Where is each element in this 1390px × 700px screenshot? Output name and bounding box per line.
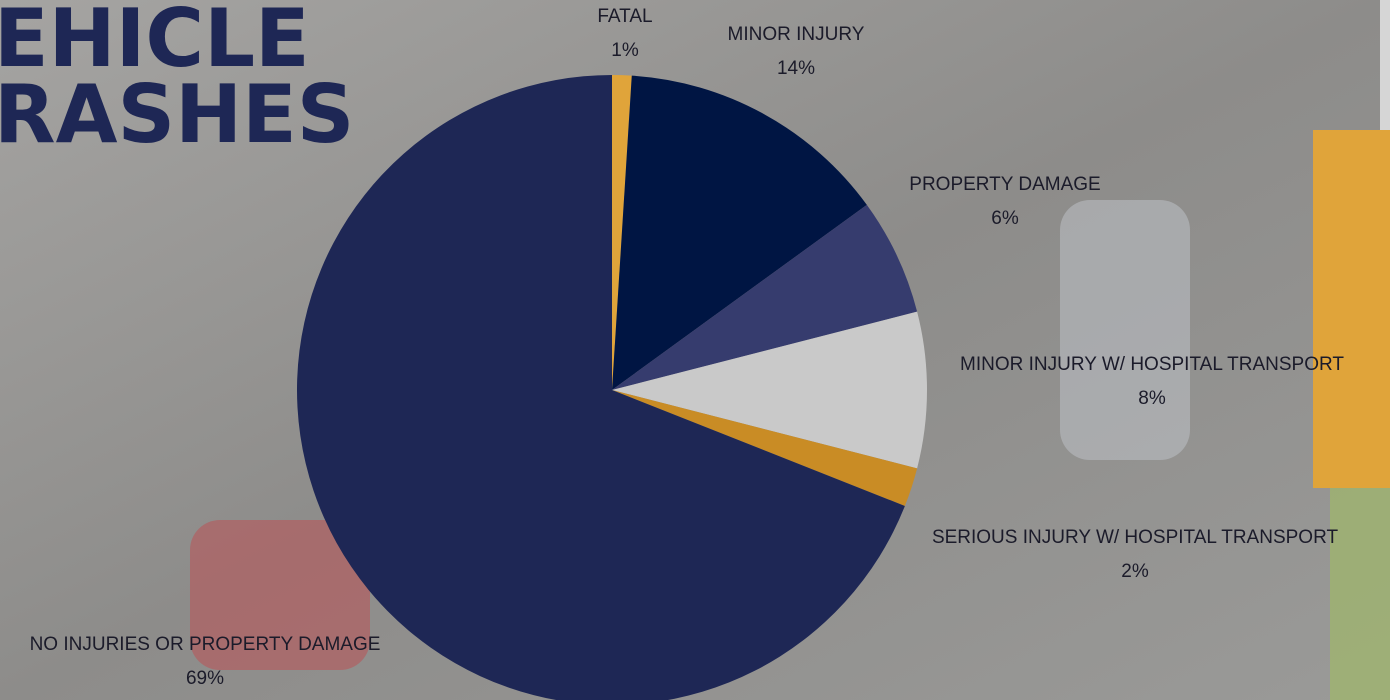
slice-label: MINOR INJURY W/ HOSPITAL TRANSPORT — [960, 354, 1344, 375]
background-foliage — [1330, 480, 1390, 700]
slice-value-label: 1% — [611, 40, 639, 61]
slice-value-label: 69% — [186, 668, 224, 689]
slice-label: NO INJURIES OR PROPERTY DAMAGE — [30, 634, 381, 655]
slice-label: PROPERTY DAMAGE — [909, 174, 1100, 195]
slice-label: MINOR INJURY — [728, 24, 865, 45]
slice-value-label: 2% — [1121, 561, 1149, 582]
accent-bar — [1313, 130, 1390, 488]
pie-slice — [612, 75, 632, 390]
slice-label: SERIOUS INJURY W/ HOSPITAL TRANSPORT — [932, 527, 1339, 548]
slice-value-label: 8% — [1138, 388, 1166, 409]
pie-slice — [297, 75, 905, 700]
background-car — [1060, 200, 1190, 460]
title-line: RASHES — [0, 68, 354, 161]
pie-slice — [612, 75, 867, 390]
pie — [297, 75, 928, 700]
pie-slice — [612, 390, 918, 506]
slice-label: FATAL — [597, 6, 652, 27]
pie-slice — [612, 311, 928, 469]
title-line: EHICLE — [0, 0, 310, 85]
slice-value-label: 6% — [991, 208, 1019, 229]
pie-slice — [612, 204, 918, 390]
labels: FATAL 1% MINOR INJURY 14% PROPERTY DAMAGE 6% M… — [30, 6, 1345, 689]
background-car — [190, 520, 370, 670]
slice-value-label: 14% — [777, 58, 815, 79]
